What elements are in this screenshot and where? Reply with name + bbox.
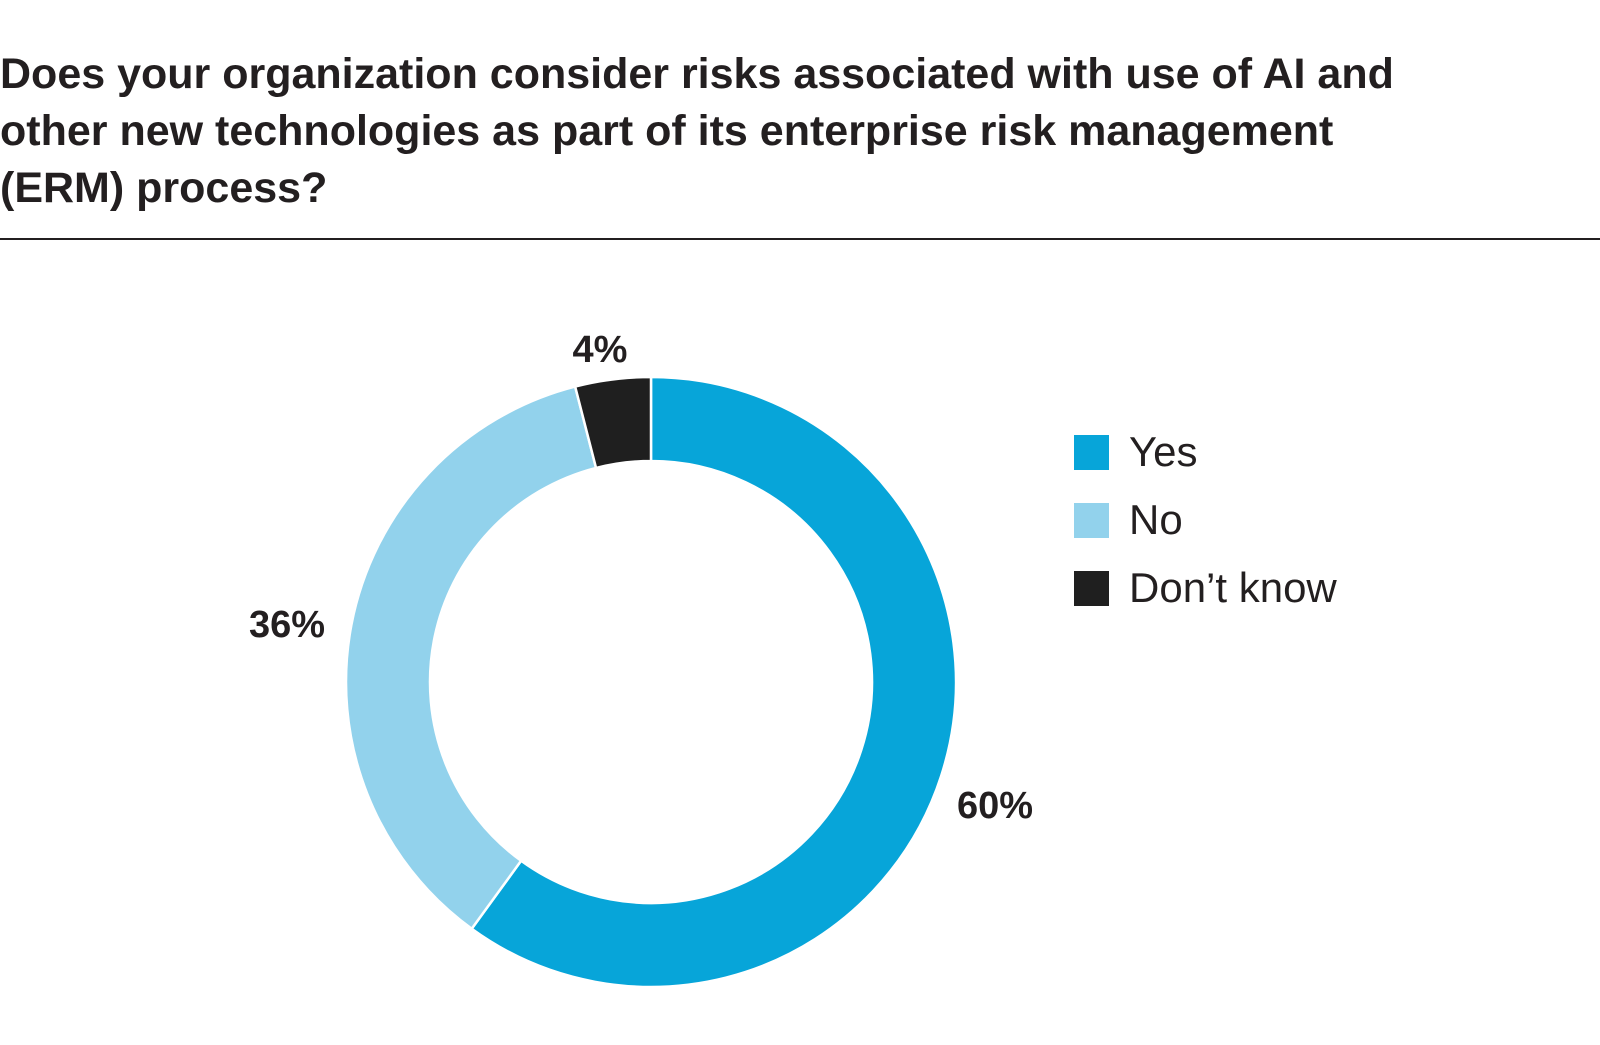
chart-title: Does your organization consider risks as… (0, 50, 1394, 212)
legend-label-dont-know: Don’t know (1129, 564, 1337, 611)
legend-swatch-no (1074, 502, 1109, 538)
legend-swatch-yes (1074, 434, 1109, 470)
donut-slice-no (344, 385, 598, 931)
donut-slice-yes (469, 375, 958, 989)
legend-label-no: No (1129, 496, 1183, 543)
legend-swatch-dont-know (1074, 570, 1109, 606)
data-label-yes: 60% (957, 785, 1033, 827)
data-label-dont-know: 4% (573, 329, 628, 371)
legend-item-yes: Yes (1074, 418, 1337, 486)
legend-item-no: No (1074, 486, 1337, 554)
legend-item-dont-know: Don’t know (1074, 554, 1337, 622)
title-divider (0, 238, 1600, 240)
chart-legend: Yes No Don’t know (1074, 418, 1337, 622)
donut-slice-dont-know (573, 375, 653, 470)
legend-label-yes: Yes (1129, 428, 1198, 475)
data-label-no: 36% (249, 604, 325, 646)
